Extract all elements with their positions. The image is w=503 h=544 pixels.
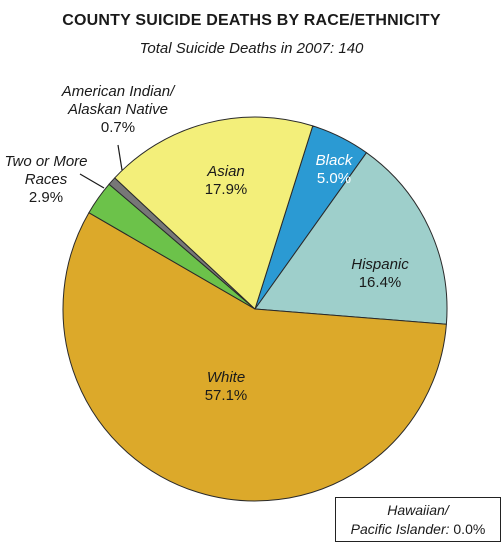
slice-label-black: Black 5.0% <box>316 152 354 187</box>
leader-line-two-or-more-races <box>79 173 105 189</box>
chart-subtitle: Total Suicide Deaths in 2007: 140 <box>139 40 364 57</box>
note-label-name-tail: Pacific Islander: <box>350 521 454 537</box>
slice-label-american-indian-alaskan-native: American Indian/Alaskan Native 0.7% <box>61 83 176 136</box>
note-label-name: Hawaiian/ <box>387 502 449 518</box>
note-box: Hawaiian/ Pacific Islander: 0.0% <box>335 497 501 542</box>
slice-label-two-or-more-races: Two or More Races 2.9% <box>4 153 87 206</box>
slice-label-hispanic: Hispanic 16.4% <box>351 256 409 291</box>
pie-slice-hispanic <box>254 152 448 325</box>
leader-line-american-indian-alaskan-native <box>117 144 123 171</box>
chart-title: COUNTY SUICIDE DEATHS BY RACE/ETHNICITY <box>62 12 441 29</box>
pie-slice-white <box>62 212 447 502</box>
pie-slice-asian <box>114 116 314 310</box>
slice-label-white: White 57.1% <box>205 369 248 404</box>
note-value: 0.0% <box>453 521 486 537</box>
slice-label-asian: Asian 17.9% <box>205 163 248 198</box>
note-label-value: Pacific Islander: 0.0% <box>336 520 500 539</box>
